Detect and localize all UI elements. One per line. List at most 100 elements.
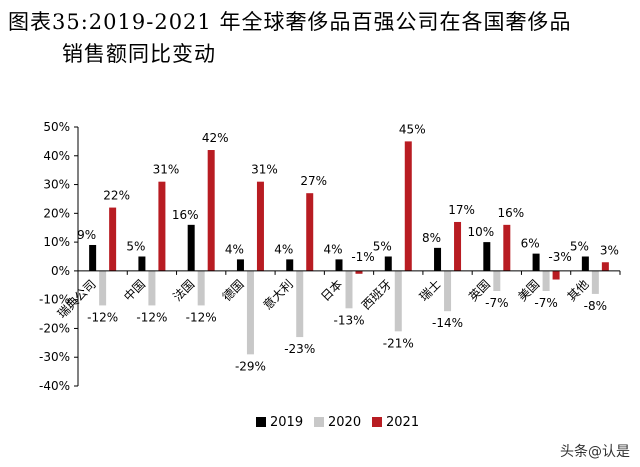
data-label-2021: -1% [351, 250, 374, 264]
x-category-label: 西班牙 [359, 277, 394, 312]
data-label-2019: 4% [323, 242, 342, 256]
page-title-line1: 图表35:2019-2021 年全球奢侈品百强公司在各国奢侈品 [8, 10, 572, 34]
bar-2021 [454, 221, 462, 271]
legend-label-2019: 2019 [270, 415, 303, 430]
y-tick-label: 20% [43, 206, 70, 220]
data-label-2020: -8% [584, 299, 607, 313]
data-label-2020: -7% [534, 296, 557, 310]
bar-2020 [99, 270, 107, 306]
data-label-2021: 22% [103, 189, 130, 203]
data-label-2019: 9% [77, 228, 96, 242]
bar-2021 [552, 270, 560, 280]
x-category-label: 法国 [170, 277, 197, 304]
y-tick-label: 10% [43, 235, 70, 249]
data-labels: 9%-12%22%5%-12%31%16%-12%42%4%-29%31%4%-… [77, 122, 619, 373]
bars [89, 141, 609, 355]
data-label-2021: 31% [251, 163, 278, 177]
page-title-line2: 销售额同比变动 [62, 42, 216, 66]
data-label-2021: -3% [548, 250, 571, 264]
bar-2021 [207, 150, 215, 271]
axes [77, 127, 621, 386]
legend-swatch-2019 [256, 417, 266, 427]
data-label-2020: -13% [333, 313, 364, 327]
legend-swatch-2020 [314, 417, 324, 427]
bar-2019 [384, 256, 392, 271]
y-tick-label: 0% [51, 264, 70, 278]
x-axis-category-labels: 瑞典公司 中国 法国 德国 意大利 日本 西班牙 瑞士 英国 美国 其他 [55, 276, 592, 321]
data-label-2021: 16% [497, 206, 524, 220]
y-tick-label: 50% [43, 120, 70, 134]
data-label-2019: 4% [225, 242, 244, 256]
page-title: 图表35:2019-2021 年全球奢侈品百强公司在各国奢侈品 销售额同比变动 [0, 6, 640, 70]
data-label-2019: 6% [521, 237, 540, 251]
x-category-label: 中国 [120, 276, 148, 304]
data-label-2019: 5% [126, 240, 145, 254]
y-tick-label: -10% [39, 293, 70, 307]
x-category-label: 日本 [318, 277, 345, 304]
y-tick-label: -40% [39, 379, 70, 393]
bar-2020 [444, 270, 452, 312]
y-tick-label: 30% [43, 178, 70, 192]
data-label-2020: -12% [186, 310, 217, 324]
bar-2020 [246, 270, 254, 355]
data-label-2020: -12% [87, 310, 118, 324]
data-label-2019: 4% [274, 242, 293, 256]
data-label-2021: 42% [202, 131, 229, 145]
data-label-2020: -12% [136, 310, 167, 324]
bar-2021 [503, 224, 511, 271]
data-label-2021: 45% [399, 122, 426, 136]
y-axis: 50% 40% 30% 20% 10% 0% -10% -20% -30% -40% [39, 120, 78, 393]
bar-2019 [581, 256, 589, 271]
data-label-2021: 27% [300, 174, 327, 188]
bar-2019 [483, 242, 491, 271]
data-label-2020: -21% [383, 336, 414, 350]
data-label-2019: 5% [570, 240, 589, 254]
bar-2020 [591, 270, 599, 294]
data-label-2020: -23% [284, 342, 315, 356]
legend-label-2020: 2020 [328, 415, 361, 430]
watermark: 头条@认是 [560, 444, 630, 460]
data-label-2020: -7% [485, 296, 508, 310]
bar-2019 [89, 244, 97, 271]
data-label-2020: -14% [432, 316, 463, 330]
x-category-label: 意大利 [260, 276, 296, 312]
legend-label-2021: 2021 [386, 415, 419, 430]
y-tick-label: -20% [39, 321, 70, 335]
bar-2019 [335, 259, 343, 271]
bar-2020 [394, 270, 402, 332]
bar-2020 [197, 270, 205, 306]
bar-2021 [404, 141, 412, 271]
bar-2021 [306, 193, 314, 271]
y-tick-label: 40% [43, 149, 70, 163]
y-tick-label: -30% [39, 350, 70, 364]
bar-2019 [187, 224, 195, 271]
bar-2021 [355, 270, 363, 274]
data-label-2019: 5% [373, 240, 392, 254]
bar-2019 [286, 259, 294, 271]
bar-2021 [109, 207, 117, 271]
x-category-label: 瑞士 [417, 277, 444, 304]
data-label-2021: 31% [153, 163, 180, 177]
legend: 2019 2020 2021 [256, 415, 419, 430]
legend-swatch-2021 [372, 417, 382, 427]
bar-2020 [345, 270, 353, 309]
data-label-2019: 10% [467, 225, 494, 239]
data-label-2019: 16% [172, 208, 199, 222]
data-label-2021: 17% [448, 203, 475, 217]
bar-2019 [138, 256, 146, 271]
bar-2020 [296, 270, 304, 338]
bar-2019 [434, 247, 442, 271]
x-category-label: 德国 [219, 276, 247, 304]
bar-2021 [256, 181, 264, 271]
data-label-2020: -29% [235, 359, 266, 373]
data-label-2021: 3% [600, 243, 619, 257]
bar-2021 [601, 262, 609, 271]
bar-2020 [148, 270, 156, 306]
bar-2019 [532, 253, 540, 271]
bar-2019 [236, 259, 244, 271]
bar-2020 [542, 270, 550, 292]
bar-2021 [158, 181, 166, 271]
data-label-2019: 8% [422, 231, 441, 245]
bar-2020 [493, 270, 501, 292]
